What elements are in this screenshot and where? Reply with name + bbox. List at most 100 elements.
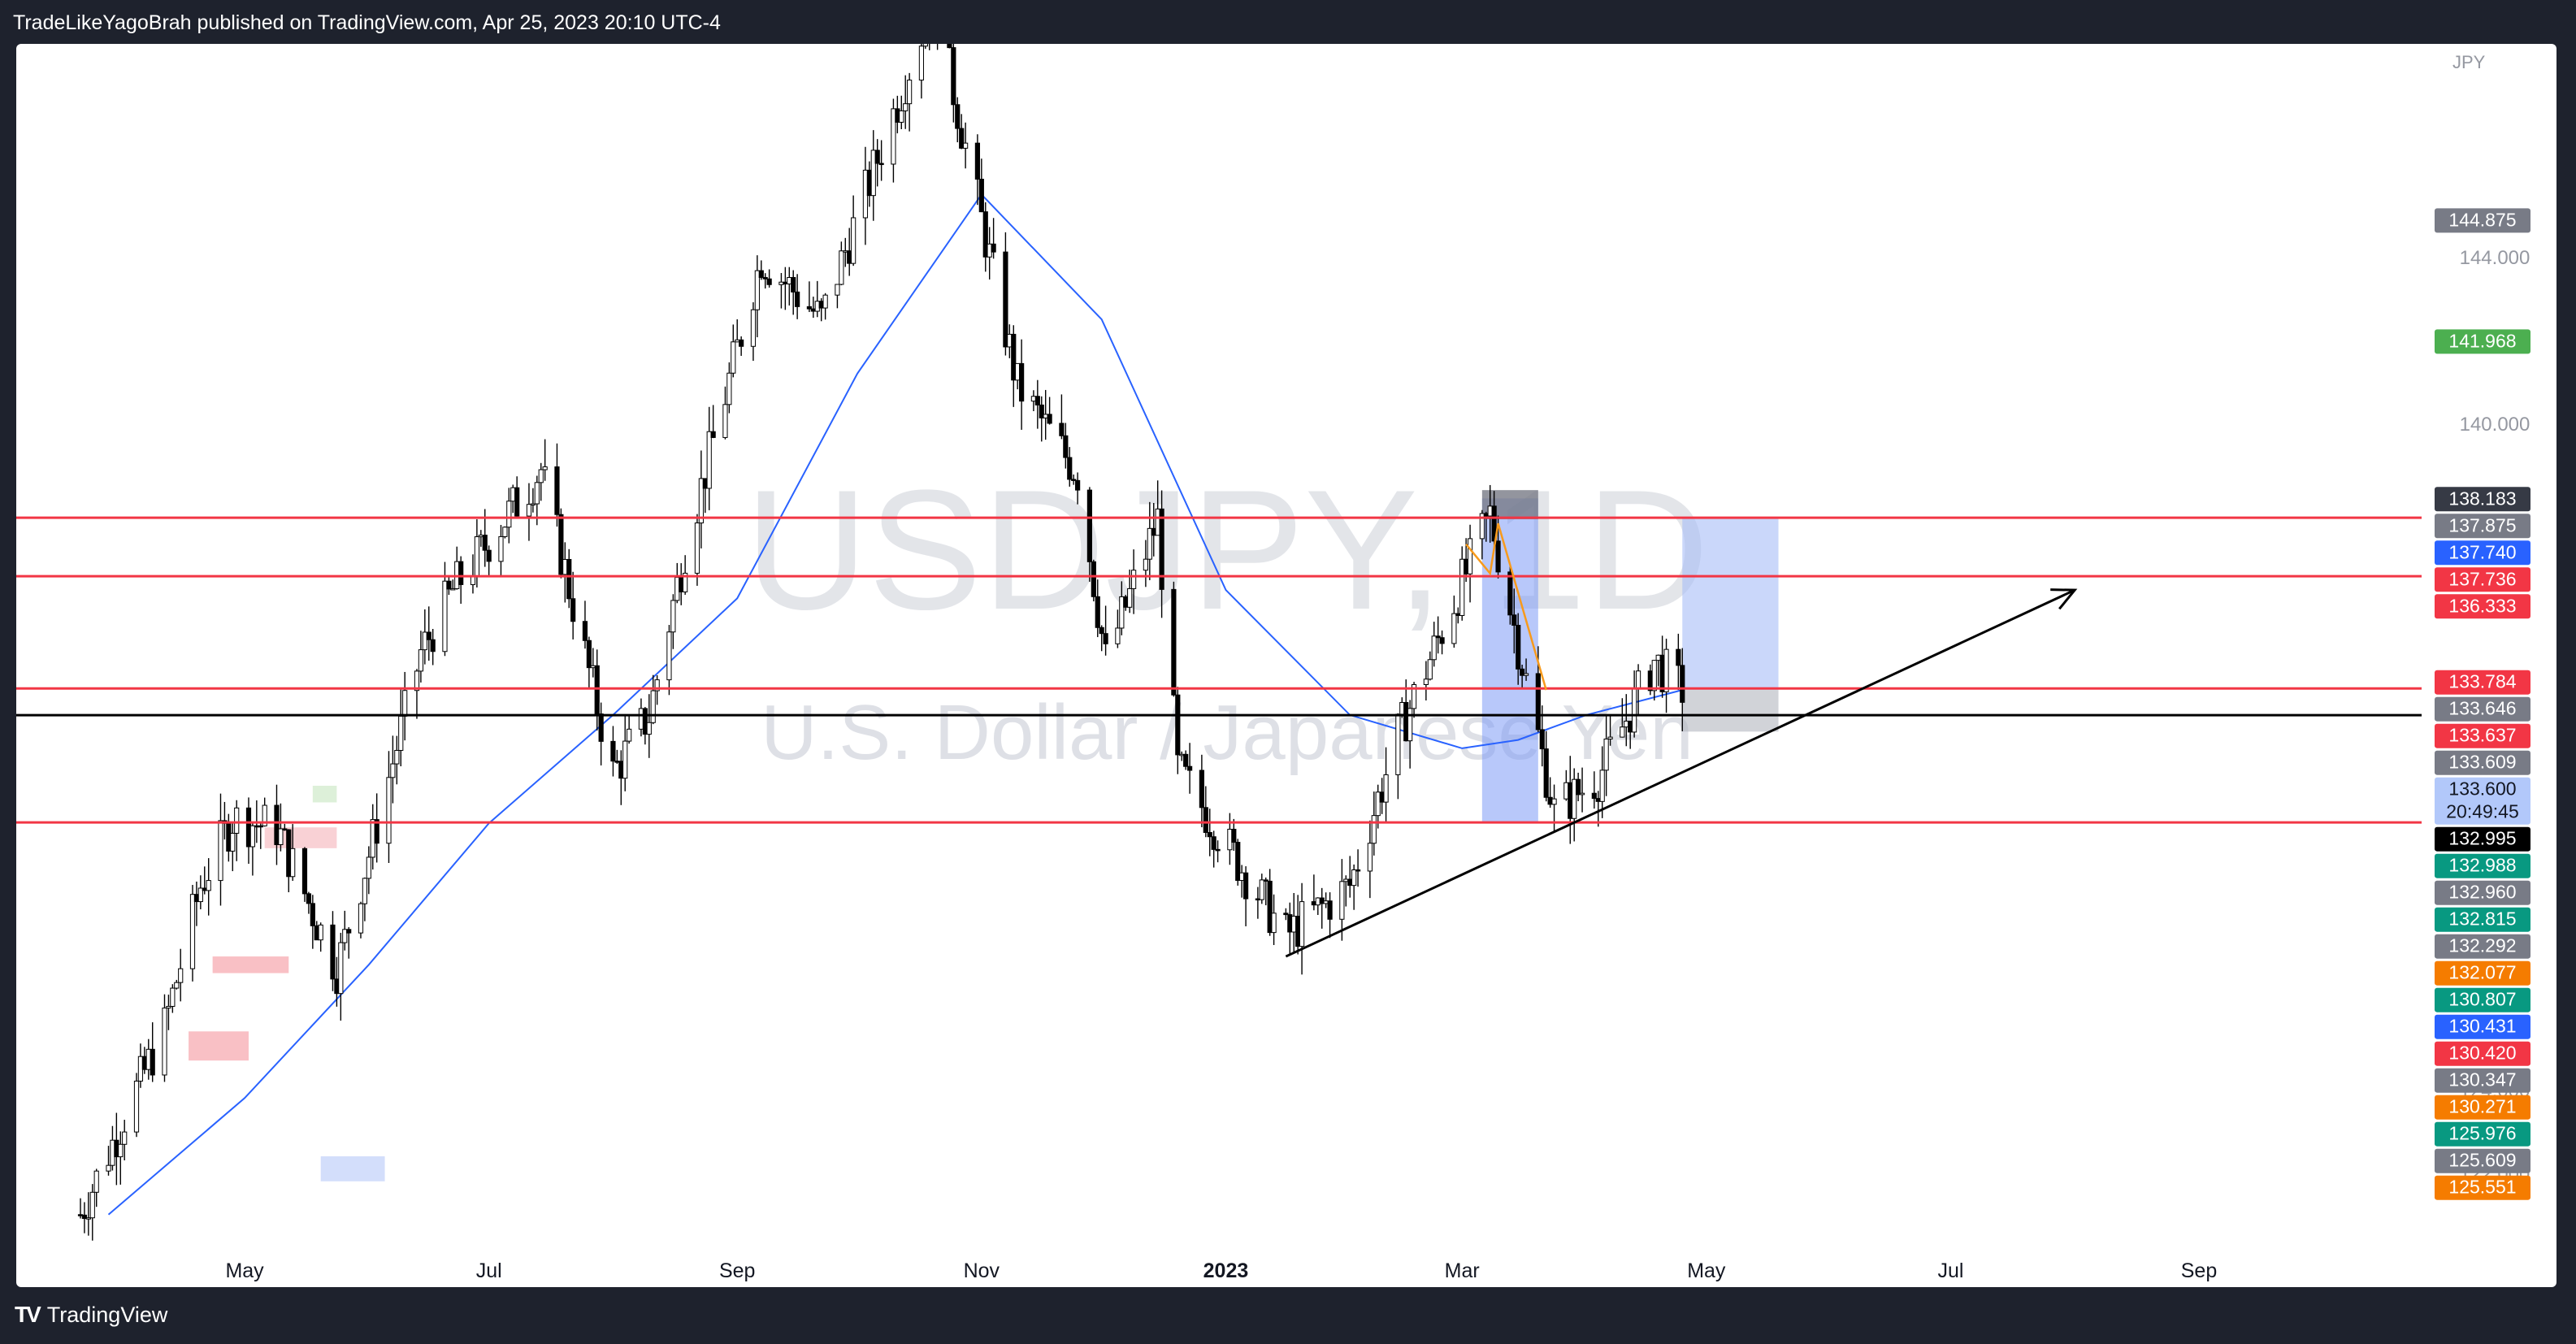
candle-body [1211,836,1216,850]
candle-body [1086,489,1092,562]
candle-body [978,179,984,213]
candle-body [895,108,900,123]
price-badge-value-5: 137.736 [2448,568,2516,589]
candle-body [1451,613,1457,644]
candle-body [570,598,576,622]
chart-area[interactable]: USDJPY, 1D U.S. Dollar / Japanese Yen 144… [16,44,2556,1287]
price-badge-20[interactable] [2435,1041,2530,1066]
candle-body [674,577,680,601]
candle-body [450,587,456,591]
price-badge-17[interactable] [2435,960,2530,986]
candle-body [1103,633,1108,644]
candle-body [758,270,764,278]
candle-body [1464,558,1469,574]
candle-body [991,243,996,253]
candle-body [1319,897,1325,904]
candle-body [1327,900,1333,920]
candle-body [1323,900,1329,904]
candle-body [1034,396,1040,405]
price-badge-0[interactable] [2435,208,2530,233]
candle-body [1523,673,1529,676]
candle-body [922,44,928,47]
candle-body [478,535,484,538]
x-tick-label-0: May [225,1259,264,1282]
price-badge-21[interactable] [2435,1068,2530,1093]
price-badge-4[interactable] [2435,540,2530,566]
candle-body [1635,670,1641,690]
price-badge-value-18: 130.807 [2448,989,2516,1010]
price-badge-3[interactable] [2435,514,2530,539]
x-tick-label-2: Sep [719,1259,755,1282]
price-badge-22[interactable] [2435,1095,2530,1120]
candle-body [1171,588,1177,696]
candle-body [1259,879,1264,900]
candle-body [694,522,700,574]
price-badge-value-17: 132.077 [2448,962,2516,983]
candle-body [1576,778,1581,796]
price-badge-10[interactable] [2435,750,2530,775]
price-badge-8[interactable] [2435,696,2530,722]
time-axis[interactable]: May Jul Sep Nov 2023 Mar May Jul Sep [225,1259,2217,1282]
candle-body [1655,654,1661,661]
horizontal-levels[interactable] [16,516,2422,824]
price-badge-9[interactable] [2435,723,2530,748]
candle-body [1459,558,1465,616]
candle-body [1119,596,1125,629]
candle-body [670,600,676,633]
candle-body [346,929,352,934]
price-badge-15[interactable] [2435,907,2530,932]
candle-body [342,929,348,943]
candle-body [122,1131,128,1145]
candles [77,44,1685,1241]
candle-body [610,740,616,762]
candle-body [810,308,816,312]
candle-body [1095,596,1100,628]
candle-body [1595,798,1601,802]
candle-body [482,535,488,551]
candle-body [278,828,284,845]
zone-1 [212,956,289,973]
candle-body [1543,748,1549,798]
price-chart[interactable]: USDJPY, 1D U.S. Dollar / Japanese Yen 144… [16,44,2556,1287]
candle-body [862,169,869,219]
candle-body [150,1048,155,1076]
price-badge-25[interactable] [2435,1175,2530,1200]
price-badge-2[interactable] [2435,487,2530,512]
candle-body [1295,916,1301,947]
candle-body [274,804,280,845]
drawings[interactable] [1285,522,2078,958]
support-trendline[interactable] [1285,588,2075,958]
price-axis[interactable]: 144.000140.000124.000122.000JPY144.87514… [2435,52,2530,1200]
price-badge-value-0: 144.875 [2448,209,2516,230]
candle-body [1143,558,1148,571]
price-badge-16[interactable] [2435,934,2530,959]
price-badge-1[interactable] [2435,329,2530,354]
candle-body [81,1214,88,1220]
candle-body [974,142,981,180]
candle-body [839,250,844,285]
price-badge-11[interactable] [2435,777,2530,825]
price-badge-23[interactable] [2435,1121,2530,1147]
candle-body [646,722,652,735]
price-badge-14[interactable] [2435,880,2530,905]
price-badge-5[interactable] [2435,567,2530,592]
price-badge-7[interactable] [2435,670,2530,695]
price-badge-value-14: 132.960 [2448,882,2516,903]
candle-body [249,825,256,848]
candle-body [679,577,684,592]
price-badge-13[interactable] [2435,853,2530,878]
price-badge-6[interactable] [2435,594,2530,619]
candle-body [1479,513,1485,540]
zone-2 [320,1156,385,1181]
watermark-symbol: USDJPY, 1D [745,454,1710,645]
price-badge-value-19: 130.431 [2448,1016,2516,1037]
price-badge-24[interactable] [2435,1148,2530,1173]
candle-body [1483,513,1489,517]
price-badge-18[interactable] [2435,987,2530,1012]
candle-body [870,150,876,197]
candle-body [791,277,796,293]
candle-body [1435,635,1441,639]
price-badge-19[interactable] [2435,1014,2530,1039]
candle-body [1659,654,1665,692]
price-badge-12[interactable] [2435,826,2530,852]
